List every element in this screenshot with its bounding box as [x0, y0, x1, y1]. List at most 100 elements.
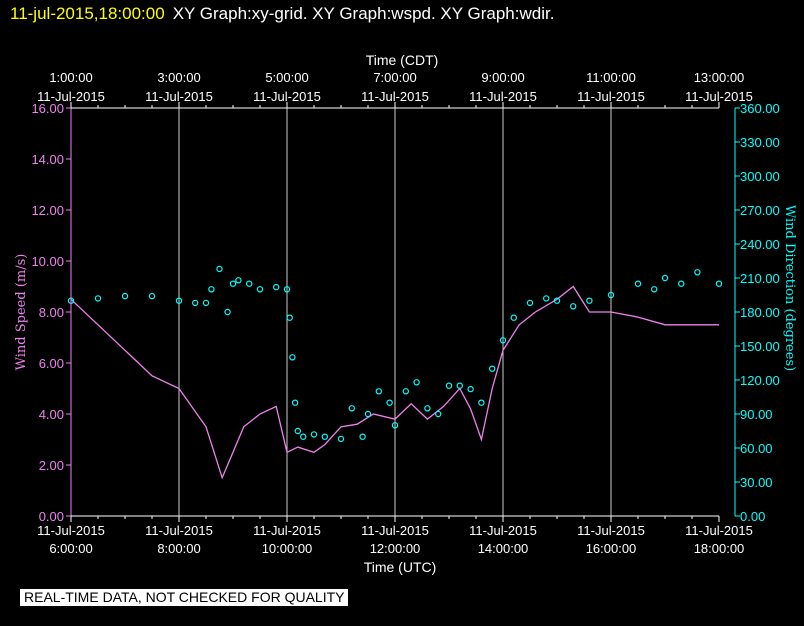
x-top-title: Time (CDT)	[366, 52, 439, 68]
y-right-tick-label: 90.00	[740, 407, 773, 422]
x-top-tick-time: 11:00:00	[586, 70, 636, 85]
x-bottom-tick-date: 11-Jul-2015	[145, 523, 213, 538]
x-top-tick-time: 9:00:00	[481, 70, 524, 85]
x-bottom-tick-date: 11-Jul-2015	[253, 523, 321, 538]
x-top-tick-time: 7:00:00	[373, 70, 416, 85]
wind-direction-point	[94, 295, 102, 302]
wind-direction-point	[216, 265, 223, 273]
wind-direction-point	[489, 365, 496, 372]
wind-direction-point	[175, 297, 183, 304]
x-top-tick-date: 11-Jul-2015	[685, 89, 753, 104]
wind-direction-point	[424, 405, 431, 412]
x-top-tick-date: 11-Jul-2015	[361, 89, 429, 104]
y-right-tick-label: 120.00	[740, 373, 780, 388]
x-bottom-tick-date: 11-Jul-2015	[685, 523, 753, 538]
wind-direction-point	[337, 435, 345, 443]
tick-labels: 11-Jul-2015 6:00:00 11-Jul-2015 8:00:00 11-J…	[31, 70, 779, 556]
wind-direction-point	[235, 277, 242, 284]
wind-direction-point	[310, 431, 318, 438]
wind-direction-point	[348, 405, 355, 412]
x-bottom-tick-time: 18:00:00	[694, 541, 745, 556]
x-top-tick-time: 3:00:00	[157, 70, 200, 85]
wind-direction-point	[678, 280, 685, 287]
x-bottom-tick-time: 6:00:00	[49, 541, 92, 556]
x-bottom-tick-date: 11-Jul-2015	[577, 523, 645, 538]
wind-direction-point	[283, 286, 291, 293]
wind-direction-point	[202, 299, 210, 307]
wind-direction-point	[359, 433, 366, 440]
wind-direction-point	[456, 382, 463, 389]
wind-direction-point	[391, 422, 399, 429]
y-right-tick-label: 30.00	[740, 475, 773, 490]
y-right-tick-label: 60.00	[740, 441, 773, 456]
wind-direction-point	[294, 427, 301, 435]
wind-direction-point	[570, 303, 577, 310]
wind-direction-point	[321, 433, 328, 440]
x-top-tick-date: 11-Jul-2015	[37, 89, 105, 104]
x-top-tick-date: 11-Jul-2015	[145, 89, 213, 104]
x-bottom-tick-date: 11-Jul-2015	[37, 523, 105, 538]
x-top-tick-date: 11-Jul-2015	[577, 89, 645, 104]
y-right-tick-label: 360.00	[740, 101, 780, 116]
wind-direction-point	[148, 292, 156, 300]
wind-direction-point	[478, 399, 485, 406]
y-left-tick-label: 8.00	[39, 305, 64, 320]
wind-direction-point	[526, 299, 534, 307]
wind-speed-line	[70, 285, 719, 480]
wind-direction-point	[634, 280, 642, 287]
wind-direction-point	[651, 286, 658, 293]
y-left-tick-label: 2.00	[39, 458, 64, 473]
wind-direction-point	[586, 297, 593, 304]
wind-direction-point	[364, 410, 372, 418]
y-right-tick-label: 210.00	[740, 271, 780, 286]
y-right-tick-label: 330.00	[740, 135, 780, 150]
wind-direction-point	[510, 314, 517, 321]
wind-direction-point	[553, 297, 561, 304]
x-top-tick-time: 5:00:00	[265, 70, 308, 85]
x-bottom-tick-date: 11-Jul-2015	[361, 523, 429, 538]
y-left-tick-label: 12.00	[31, 203, 64, 218]
wind-direction-point	[245, 280, 253, 287]
wind-direction-point	[435, 410, 442, 418]
wind-direction-point	[273, 283, 280, 291]
y-right-title: Wind Direction (degrees)	[782, 205, 797, 371]
wind-direction-point	[256, 286, 264, 293]
x-bottom-tick-time: 16:00:00	[586, 541, 637, 556]
wind-direction-series	[67, 265, 723, 443]
y-right-tick-label: 180.00	[740, 305, 780, 320]
tick-marks	[66, 102, 740, 522]
wind-direction-point	[375, 388, 382, 395]
wind-direction-point	[413, 379, 420, 386]
x-top-tick-date: 11-Jul-2015	[469, 89, 537, 104]
wind-direction-point	[694, 269, 701, 276]
y-right-tick-label: 300.00	[740, 169, 780, 184]
y-left-tick-label: 14.00	[31, 152, 64, 167]
y-left-tick-label: 0.00	[39, 509, 64, 524]
wind-direction-point	[300, 433, 307, 440]
x-bottom-tick-time: 12:00:00	[370, 541, 421, 556]
x-top-tick-time: 1:00:00	[49, 70, 92, 85]
x-bottom-tick-time: 14:00:00	[478, 541, 529, 556]
wind-direction-point	[208, 286, 215, 293]
wind-direction-point	[229, 280, 237, 287]
header-graph-list: XY Graph:xy-grid. XY Graph:wspd. XY Grap…	[173, 4, 555, 23]
y-right-tick-label: 0.00	[740, 509, 765, 524]
y-left-title: Wind Speed (m/s)	[14, 254, 29, 371]
y-right-tick-label: 240.00	[740, 237, 780, 252]
grid-lines	[178, 108, 612, 516]
wind-direction-point	[191, 299, 199, 307]
y-right-tick-label: 150.00	[740, 339, 780, 354]
wind-direction-point	[224, 308, 231, 316]
wind-direction-point	[499, 337, 507, 344]
x-bottom-title: Time (UTC)	[364, 559, 437, 575]
wind-direction-point	[121, 292, 129, 300]
x-bottom-tick-time: 10:00:00	[262, 541, 313, 556]
wind-direction-point	[543, 295, 550, 302]
wind-direction-point	[661, 274, 669, 282]
y-left-tick-label: 6.00	[39, 356, 64, 371]
wind-direction-point	[402, 388, 409, 395]
wind-direction-point	[467, 385, 474, 393]
wind-direction-point	[289, 354, 296, 361]
